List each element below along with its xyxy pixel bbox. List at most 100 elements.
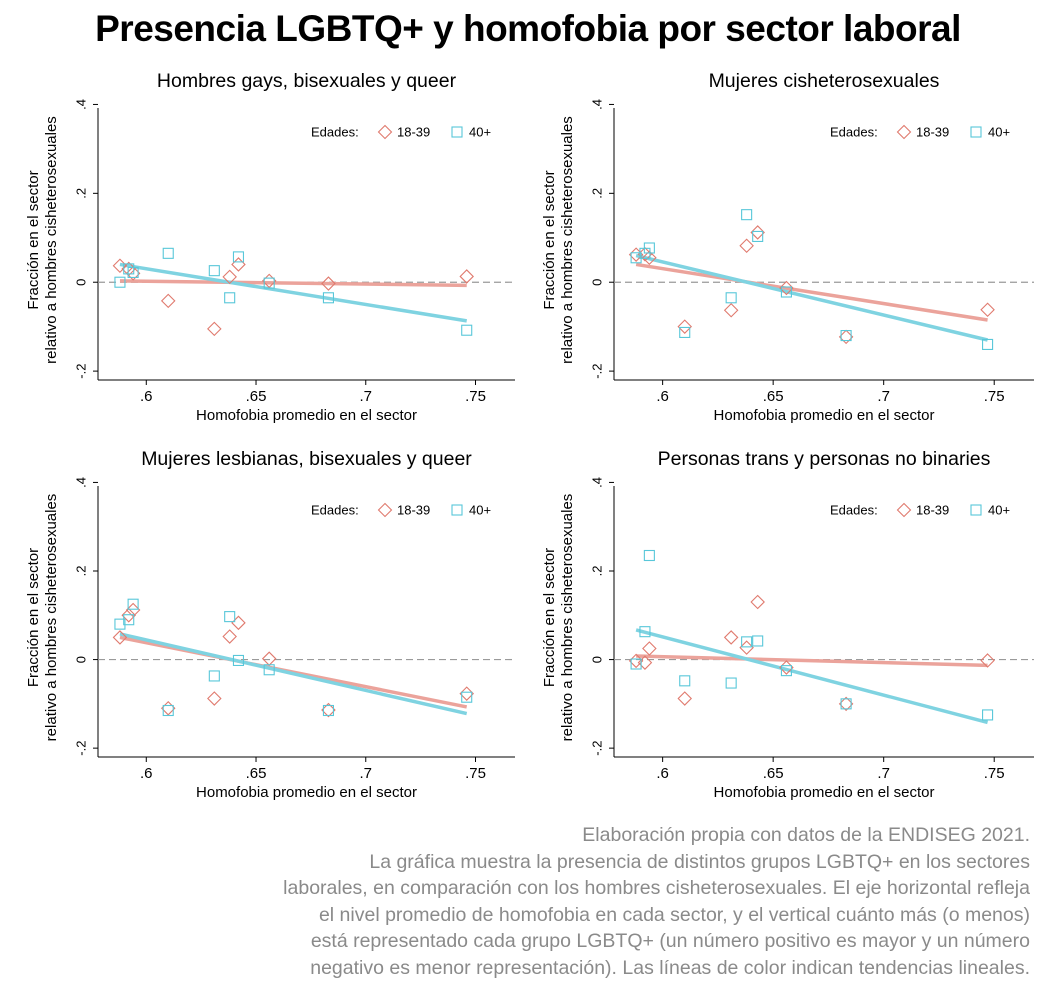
data-point [261,651,277,666]
x-tick-label: .6 [140,388,153,405]
data-point [125,602,141,618]
legend-marker [970,504,982,516]
x-tick-label: .65 [246,388,267,405]
data-point [980,653,995,668]
trend-line [635,628,989,725]
data-point [630,658,642,670]
chart-panel: Hombres gays, bisexuales y queer -.2 0 .2 .4… [25,70,515,424]
data-point [263,277,275,289]
data-point [263,664,275,676]
caption-line: está representado cada grupo LGBTQ+ (un … [310,930,1030,952]
data-point [750,594,765,610]
y-tick-label: 0 [589,656,604,663]
caption: Elaboración propia con datos de la ENDIS… [130,822,1030,981]
page-title: Presencia LGBTQ+ y homofobia por sector … [95,8,961,49]
y-axis-title: relativo a hombres cisheterosexuales [559,494,576,742]
y-tick-label: .4 [589,99,604,110]
data-point [114,276,126,288]
legend-label: 18-39 [916,125,949,140]
caption-line: Elaboración propia con datos de la ENDIS… [582,824,1030,846]
data-point [725,677,737,689]
data-point [750,225,765,240]
data-point [643,242,655,254]
data-point [642,250,657,266]
y-tick-label: .2 [73,188,88,199]
data-point [643,549,655,562]
chart-panel: Personas trans y personas no binaries -.2… [541,448,1034,801]
y-tick-label: .4 [589,477,604,488]
trend-line [635,253,988,342]
data-point [840,330,852,342]
data-point [677,319,693,334]
legend-label: 40+ [988,125,1010,140]
data-point [321,276,336,291]
chart-panel: Mujeres cisheterosexuales -.2 0 .2 .4 .6 .65 .7… [541,70,1034,424]
data-point [461,691,473,703]
data-point [121,608,137,623]
data-point [224,611,236,623]
legend-label: 40+ [469,503,491,518]
y-tick-label: .4 [73,477,88,488]
legend-marker [896,124,912,140]
y-tick-label: -.2 [73,741,88,756]
data-point [207,691,222,706]
data-point [125,266,141,281]
x-tick-label: .6 [656,388,669,405]
data-point [261,273,277,289]
data-point [639,626,651,638]
data-point [162,704,174,717]
data-point [459,269,474,284]
trend-line [119,279,467,288]
data-point [838,329,854,345]
data-point [642,641,657,656]
legend-label: 18-39 [397,503,430,518]
x-tick-label: .75 [984,388,1005,405]
data-point [980,302,995,318]
x-tick-label: .65 [763,765,784,782]
data-point [739,640,754,655]
data-point [207,321,222,337]
x-tick-label: .7 [360,388,373,405]
data-point [780,286,792,298]
y-axis-title: relativo a hombres cisheterosexuales [559,116,576,364]
y-axis-title: Fracción en el sector [25,170,42,309]
legend-title: Edades: [830,503,878,518]
trend-line [635,262,988,322]
chart-panel: Mujeres lesbianas, bisexuales y queer -.2… [25,448,515,801]
y-tick-label: 0 [589,279,604,286]
data-point [127,266,139,278]
data-point [123,263,135,275]
legend-marker [377,502,393,518]
panel-title: Mujeres lesbianas, bisexuales y queer [141,448,472,470]
data-point [838,696,854,712]
data-point [232,654,245,667]
trend-line [119,632,468,716]
data-point [779,280,794,296]
data-point [321,702,336,718]
caption-line: negativo es menor representación). Las l… [310,956,1030,979]
y-tick-label: -.2 [589,364,604,379]
y-tick-label: -.2 [73,364,88,379]
x-tick-label: .7 [360,765,373,782]
x-axis-title: Homofobia promedio en el sector [714,784,935,801]
data-point [780,665,792,677]
data-point [231,615,246,631]
data-point [677,691,693,706]
data-point [459,686,474,701]
y-axis-title: relativo a hombres cisheterosexuales [43,494,60,742]
data-point [232,251,245,263]
legend-title: Edades: [311,125,359,140]
x-axis-title: Homofobia promedio en el sector [714,407,935,424]
data-point [123,614,135,626]
y-tick-label: 0 [73,656,88,663]
legend-title: Edades: [311,503,359,518]
legend-marker [377,124,393,140]
data-point [982,709,994,721]
y-axis-title: relativo a hombres cisheterosexuales [43,116,60,364]
data-point [752,635,764,647]
x-tick-label: .6 [656,765,669,782]
legend-label: 40+ [469,125,491,140]
trend-line [636,654,988,668]
legend-label: 18-39 [916,503,949,518]
panel-title: Personas trans y personas no binaries [658,448,991,470]
